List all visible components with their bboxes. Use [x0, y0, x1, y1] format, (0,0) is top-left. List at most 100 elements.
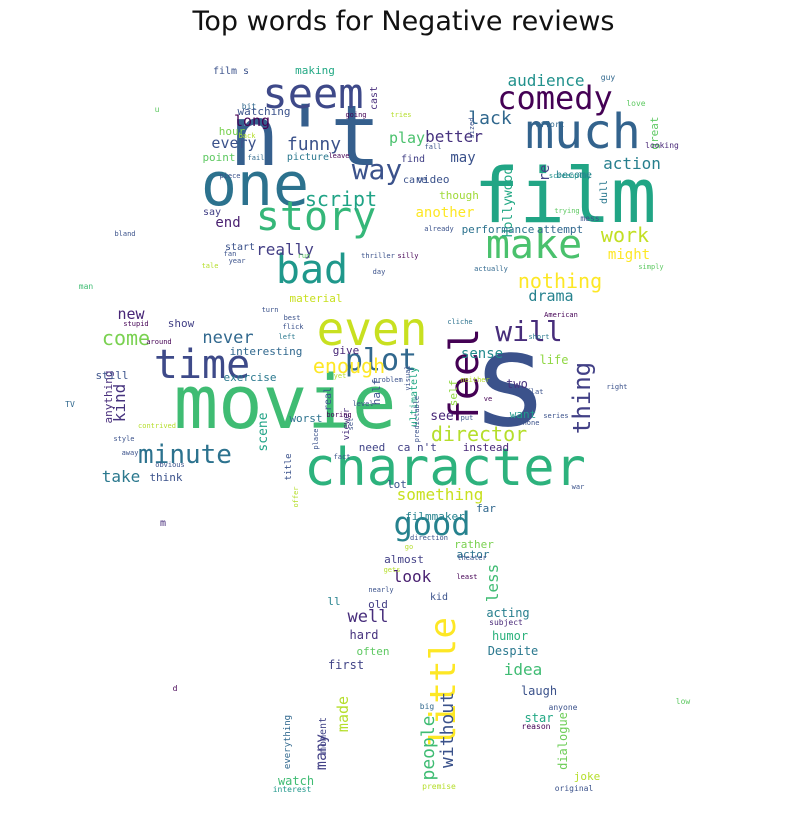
cloud-word: often	[356, 645, 389, 658]
cloud-word: story	[256, 194, 376, 240]
cloud-word: need	[359, 441, 386, 454]
cloud-word: much	[525, 104, 641, 160]
cloud-word: first	[328, 658, 364, 672]
cloud-word: find	[401, 154, 425, 165]
cloud-word: self	[447, 380, 460, 407]
cloud-word: viewer	[342, 407, 352, 440]
cloud-word: none	[523, 419, 540, 427]
cloud-word: drama	[528, 287, 573, 305]
cloud-word: real	[323, 387, 334, 411]
cloud-word: dull	[599, 180, 610, 204]
cloud-word: ve	[484, 395, 492, 403]
cloud-word: long	[234, 112, 270, 130]
cloud-word: made	[334, 696, 352, 732]
cloud-word: far	[476, 502, 496, 515]
cloud-word: original	[555, 784, 594, 793]
cloud-word: character	[304, 438, 586, 498]
cloud-word: think	[149, 471, 182, 484]
cloud-word: offer	[292, 486, 300, 507]
cloud-word: stupid	[123, 320, 148, 328]
cloud-word: really	[256, 240, 314, 259]
cloud-word: fan	[224, 250, 237, 258]
cloud-word: many	[312, 734, 330, 770]
cloud-word: enough	[313, 354, 385, 378]
cloud-word: watching	[238, 105, 291, 118]
cloud-word: kid	[430, 592, 448, 603]
cloud-word: film	[473, 151, 656, 240]
cloud-word: show	[168, 317, 195, 330]
cloud-word: effort	[536, 120, 565, 129]
cloud-word: great	[648, 116, 661, 149]
cloud-word: contrived	[138, 422, 176, 430]
cloud-word: even	[317, 302, 428, 356]
cloud-word: fail	[248, 154, 265, 162]
cloud-word: actor	[456, 548, 489, 561]
cloud-word: neither	[460, 376, 490, 384]
cloud-word: start	[225, 242, 255, 253]
cloud-word: tale	[202, 262, 219, 270]
cloud-word: day	[373, 268, 386, 276]
cloud-word: ca n't	[397, 441, 437, 454]
cloud-word: people	[418, 715, 439, 780]
cloud-word: left	[279, 333, 296, 341]
cloud-word: nothing	[518, 269, 602, 293]
cloud-word: year	[229, 257, 246, 265]
cloud-word: look	[393, 567, 432, 586]
cloud-word: s	[471, 304, 549, 456]
cloud-word: time	[154, 342, 250, 388]
cloud-word: ultimately	[409, 367, 420, 427]
cloud-word: plot	[345, 343, 417, 378]
cloud-word: feel	[442, 328, 488, 424]
cloud-word: screenplay	[549, 172, 591, 180]
cloud-word: seem	[262, 69, 363, 118]
cloud-word: way	[352, 153, 403, 186]
cloud-word: minute	[138, 440, 232, 470]
cloud-word: will	[495, 315, 562, 348]
cloud-word: script	[305, 187, 377, 211]
cloud-word: already	[424, 225, 454, 233]
cloud-word: Despite	[488, 644, 539, 658]
cloud-word: gets	[384, 566, 401, 574]
cloud-word: direction	[410, 534, 448, 542]
cloud-word: title	[284, 453, 294, 480]
cloud-word: simply	[638, 263, 663, 271]
cloud-word: new	[117, 305, 145, 323]
cloud-word: premise	[422, 782, 456, 791]
cloud-word: cast	[369, 86, 380, 110]
cloud-word: right	[606, 383, 627, 391]
cloud-word: style	[113, 435, 134, 443]
cloud-word: scene	[256, 412, 271, 451]
cloud-word: half	[370, 379, 383, 406]
cloud-word: funny	[287, 134, 341, 155]
cloud-word: series	[543, 412, 568, 420]
cloud-word: visual	[404, 365, 412, 390]
cloud-word: laugh	[521, 684, 557, 698]
cloud-word: big	[420, 702, 435, 711]
cloud-word: might	[608, 247, 650, 263]
cloud-word: fall	[425, 143, 442, 151]
cloud-word: theater	[457, 554, 487, 562]
cloud-word: say	[203, 207, 221, 218]
cloud-word: anyone	[549, 703, 578, 712]
cloud-word: fact	[334, 453, 351, 461]
cloud-word: war	[572, 483, 585, 491]
cloud-word: piece	[219, 172, 240, 180]
cloud-word: yet	[334, 372, 347, 380]
cloud-word: low	[676, 697, 691, 706]
cloud-word: thriller	[361, 252, 395, 260]
cloud-word: work	[601, 223, 649, 247]
cloud-word: come	[102, 326, 150, 350]
cloud-word: another	[415, 205, 474, 221]
cloud-word: acting	[486, 606, 529, 620]
cloud-word: cliche	[447, 318, 472, 326]
cloud-word: guy	[601, 73, 616, 82]
cloud-word: Hollywood	[501, 167, 516, 237]
cloud-word: movie	[174, 360, 397, 446]
cloud-word: n't	[229, 87, 381, 185]
cloud-word: become	[556, 170, 592, 181]
cloud-word: care	[403, 175, 427, 186]
cloud-word: less	[483, 564, 502, 603]
cloud-word: flat	[527, 388, 544, 396]
cloud-word: short	[528, 333, 549, 341]
cloud-word: better	[425, 127, 483, 146]
